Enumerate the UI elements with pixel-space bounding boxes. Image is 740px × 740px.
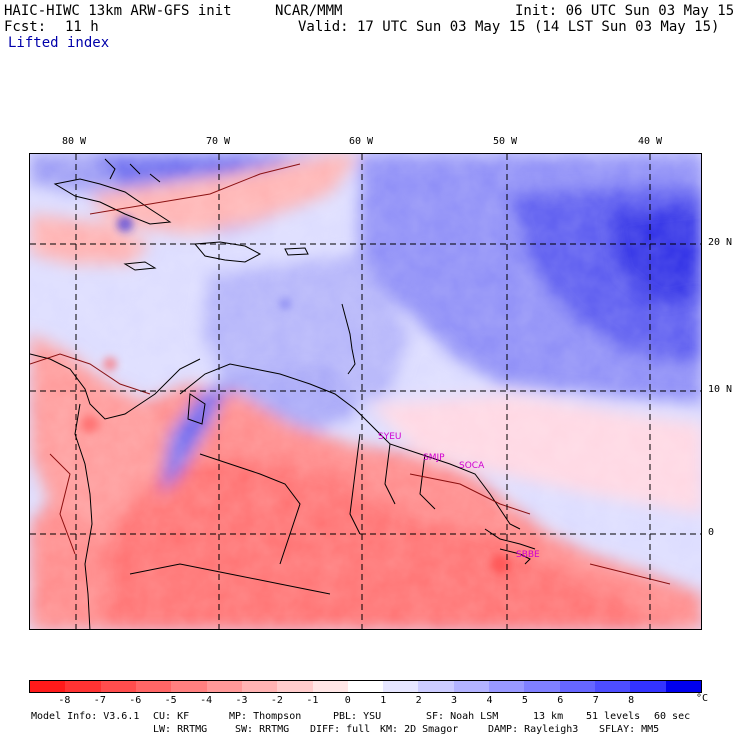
valid-time: Valid: 17 UTC Sun 03 May 15 (14 LST Sun … <box>298 19 720 35</box>
colorbar-swatch <box>418 681 454 692</box>
sw-scheme: SW: RRTMG <box>235 724 290 735</box>
colorbar-swatch <box>559 681 595 692</box>
lon-label-80w: 80 W <box>61 136 87 147</box>
colorbar-tick-label: -8 <box>58 695 71 706</box>
sflay-option: SFLAY: MM5 <box>599 724 660 735</box>
model-info: Model Info: V3.6.1 <box>31 711 140 722</box>
colorbar-tick-label: -2 <box>270 695 283 706</box>
pbl-scheme: PBL: YSU <box>333 711 382 722</box>
colorbar-swatch <box>595 681 631 692</box>
colorbar-tick-label: -3 <box>235 695 248 706</box>
station-soca: SOCA <box>459 461 485 471</box>
colorbar-swatch <box>65 681 101 692</box>
colorbar-swatch <box>171 681 207 692</box>
diff-option: DIFF: full <box>310 724 371 735</box>
lifted-index-map <box>29 153 702 630</box>
damp-option: DAMP: Rayleigh3 <box>488 724 579 735</box>
field-name: Lifted index <box>8 35 110 51</box>
km-option: KM: 2D Smagor <box>380 724 459 735</box>
lon-label-70w: 70 W <box>205 136 231 147</box>
colorbar-swatch <box>453 681 490 692</box>
lw-scheme: LW: RRTMG <box>153 724 208 735</box>
colorbar-swatch <box>383 681 419 692</box>
lat-label-10n: 10 N <box>708 384 733 395</box>
station-syeu: SYEU <box>378 432 402 442</box>
colorbar-swatch <box>277 681 313 692</box>
colorbar-swatch <box>30 681 66 692</box>
colorbar-swatch <box>665 681 701 692</box>
colorbar-tick-label: 2 <box>415 695 422 706</box>
colorbar-swatch <box>347 681 384 692</box>
colorbar-swatch <box>312 681 348 692</box>
levels: 51 levels <box>586 711 641 722</box>
sf-scheme: SF: Noah LSM <box>426 711 499 722</box>
lon-label-50w: 50 W <box>492 136 518 147</box>
forecast-label: Fcst: <box>4 19 47 35</box>
colorbar-swatch <box>524 681 560 692</box>
colorbar-swatch <box>630 681 666 692</box>
map-canvas <box>30 154 701 629</box>
colorbar-tick-label: 4 <box>486 695 493 706</box>
init-time: Init: 06 UTC Sun 03 May 15 <box>515 3 735 19</box>
station-smjp: SMJP <box>423 453 445 463</box>
colorbar-tick-label: -1 <box>306 695 319 706</box>
model-title: HAIC-HIWC 13km ARW-GFS init <box>4 3 232 19</box>
colorbar-tick-label: 8 <box>628 695 635 706</box>
lat-label-20n: 20 N <box>708 237 733 248</box>
colorbar-tick-label: -4 <box>200 695 213 706</box>
colorbar-tick-label: -7 <box>93 695 106 706</box>
colorbar-tick-label: -6 <box>129 695 142 706</box>
colorbar-tick-label: 1 <box>380 695 387 706</box>
colorbar-unit: °C <box>696 693 709 704</box>
colorbar-tick-label: 7 <box>592 695 599 706</box>
colorbar <box>29 680 702 693</box>
colorbar-tick-label: 3 <box>451 695 458 706</box>
cu-scheme: CU: KF <box>153 711 190 722</box>
forecast-hours: 11 h <box>65 19 99 35</box>
lon-label-40w: 40 W <box>637 136 663 147</box>
organization: NCAR/MMM <box>275 3 343 19</box>
colorbar-tick-label: 0 <box>344 695 351 706</box>
colorbar-swatch <box>135 681 172 692</box>
mp-scheme: MP: Thompson <box>229 711 302 722</box>
colorbar-tick-label: 5 <box>521 695 528 706</box>
colorbar-tick-label: -5 <box>164 695 177 706</box>
colorbar-swatch <box>241 681 278 692</box>
lat-label-0: 0 <box>708 527 715 538</box>
colorbar-swatch <box>206 681 242 692</box>
resolution: 13 km <box>533 711 564 722</box>
station-sbbe: SBBE <box>516 550 540 560</box>
lon-label-60w: 60 W <box>348 136 374 147</box>
colorbar-swatch <box>100 681 136 692</box>
colorbar-swatch <box>489 681 525 692</box>
timestep: 60 sec <box>654 711 691 722</box>
colorbar-tick-label: 6 <box>557 695 564 706</box>
